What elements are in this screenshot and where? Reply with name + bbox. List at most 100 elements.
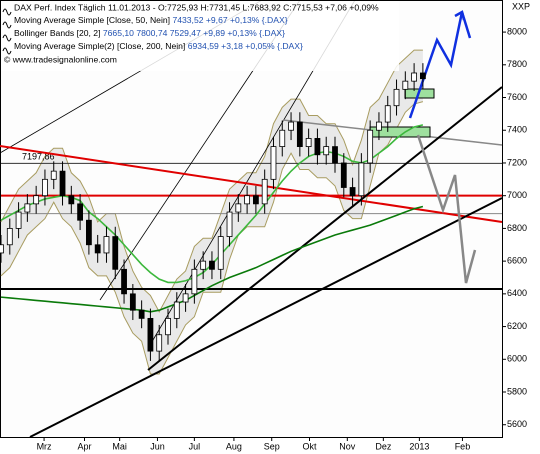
candle-body bbox=[173, 301, 180, 319]
candle-body bbox=[191, 268, 198, 295]
axes-layer: 5600 5800 6000 6200 6400 6600 6800 7000 7200 7400… bbox=[37, 26, 527, 451]
y-tick-label: 6200 bbox=[507, 321, 527, 331]
candle-body bbox=[419, 72, 426, 80]
candle-body bbox=[367, 129, 374, 164]
candle-body bbox=[68, 195, 75, 205]
legend-icon bbox=[2, 34, 12, 42]
candle-body bbox=[156, 334, 163, 352]
legend-name: Moving Average Simple [Close, 50, Nein] bbox=[14, 15, 170, 25]
candle-body bbox=[165, 317, 171, 336]
candle-body bbox=[24, 203, 31, 213]
legend-values: 7665,10 7800,74 7529,47 +9,89 +0,13% {.D… bbox=[103, 28, 285, 38]
y-tick-label: 7800 bbox=[507, 59, 527, 69]
candle-body bbox=[349, 187, 356, 197]
candle-body bbox=[50, 170, 57, 180]
candle-body bbox=[323, 146, 330, 156]
candle-body bbox=[288, 121, 294, 131]
y-tick-label: 7200 bbox=[507, 157, 527, 167]
candle-body bbox=[94, 244, 101, 254]
candle-body bbox=[85, 219, 92, 246]
x-tick-label: 2013 bbox=[409, 441, 429, 451]
watermark: © www.tradesignalonline.com bbox=[4, 54, 117, 64]
candle-body bbox=[138, 309, 145, 319]
x-tick-label: Feb bbox=[455, 441, 471, 451]
candle-body bbox=[244, 195, 251, 205]
y-tick-label: 7600 bbox=[507, 92, 527, 102]
candle-body bbox=[235, 203, 242, 213]
candle-body bbox=[6, 228, 13, 246]
corner-label: XXP bbox=[512, 1, 530, 11]
candle-body bbox=[217, 236, 224, 270]
x-tick-label: Mrz bbox=[37, 441, 52, 451]
candle-body bbox=[402, 80, 409, 90]
candle-body bbox=[42, 178, 48, 197]
support-line bbox=[147, 86, 503, 371]
candle-body bbox=[0, 244, 4, 254]
candle-body bbox=[59, 170, 66, 197]
x-tick-label: Jul bbox=[189, 441, 201, 451]
legend-box bbox=[1, 1, 399, 71]
projection-arrow bbox=[460, 11, 472, 39]
x-tick-label: Apr bbox=[77, 441, 91, 451]
candles-layer bbox=[0, 63, 426, 361]
legend: DAX Perf. Index Täglich 11.01.2013 - O:7… bbox=[1, 1, 399, 71]
candle-body bbox=[33, 195, 40, 205]
candle-body bbox=[358, 162, 365, 197]
candle-body bbox=[15, 211, 22, 229]
x-tick-label: Aug bbox=[226, 441, 242, 451]
legend-icon bbox=[2, 8, 12, 16]
y-tick-label: 5600 bbox=[507, 419, 527, 429]
candle-body bbox=[129, 293, 136, 311]
candle-body bbox=[340, 162, 347, 188]
legend-entry: Moving Average Simple [Close, 50, Nein] … bbox=[14, 15, 288, 25]
projection-arrow bbox=[416, 134, 477, 284]
levels-layer: 7197,86 bbox=[1, 152, 502, 290]
candle-body bbox=[200, 260, 207, 270]
candle-body bbox=[112, 236, 119, 270]
bollinger-upper bbox=[0, 49, 423, 313]
y-tick-label: 7000 bbox=[507, 190, 527, 200]
x-tick-label: Okt bbox=[303, 441, 318, 451]
x-tick-label: Jun bbox=[150, 441, 165, 451]
y-tick-label: 6800 bbox=[507, 223, 527, 233]
candle-body bbox=[147, 317, 154, 352]
legend-values: 7433,52 +9,67 +0,13% {.DAX} bbox=[172, 15, 287, 25]
candle-body bbox=[182, 293, 189, 303]
x-tick-label: Mai bbox=[112, 441, 127, 451]
bollinger-lower bbox=[0, 101, 424, 375]
y-tick-label: 6000 bbox=[507, 354, 527, 364]
candle-body bbox=[252, 195, 259, 205]
level-label: 7197,86 bbox=[22, 152, 55, 162]
candle-body bbox=[384, 105, 391, 123]
legend-values: 6934,59 +3,18 +0,05% {.DAX} bbox=[188, 41, 303, 51]
candle-body bbox=[261, 178, 268, 205]
candle-body bbox=[393, 88, 400, 107]
legend-icon bbox=[2, 21, 12, 29]
candle-body bbox=[314, 138, 321, 156]
x-tick-label: Sep bbox=[264, 441, 280, 451]
candle-body bbox=[103, 236, 110, 254]
candle-body bbox=[209, 260, 215, 270]
red-trend-line bbox=[0, 145, 503, 223]
legend-name: Bollinger Bands [20, 2] bbox=[14, 28, 100, 38]
y-tick-label: 5800 bbox=[507, 386, 527, 396]
y-tick-label: 6400 bbox=[507, 288, 527, 298]
legend-name: Moving Average Simple(2) [Close, 200, Ne… bbox=[14, 41, 185, 51]
legend-entry: Moving Average Simple(2) [Close, 200, Ne… bbox=[14, 41, 303, 51]
legend-icon bbox=[2, 47, 12, 55]
support-line bbox=[29, 197, 503, 438]
candle-body bbox=[121, 268, 127, 295]
y-tick-label: 8000 bbox=[507, 26, 527, 36]
ma-line bbox=[0, 205, 424, 313]
candle-body bbox=[296, 121, 303, 148]
candle-body bbox=[226, 211, 233, 237]
candle-body bbox=[411, 72, 418, 82]
candle-body bbox=[376, 121, 382, 131]
y-tick-label: 7400 bbox=[507, 125, 527, 135]
candle-body bbox=[77, 203, 84, 221]
candle-body bbox=[270, 146, 277, 180]
candle-body bbox=[279, 129, 286, 148]
candle-body bbox=[332, 146, 338, 164]
candle-body bbox=[305, 138, 312, 148]
